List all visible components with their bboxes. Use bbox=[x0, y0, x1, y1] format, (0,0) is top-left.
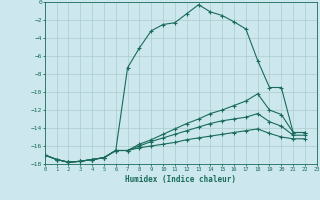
X-axis label: Humidex (Indice chaleur): Humidex (Indice chaleur) bbox=[125, 175, 236, 184]
